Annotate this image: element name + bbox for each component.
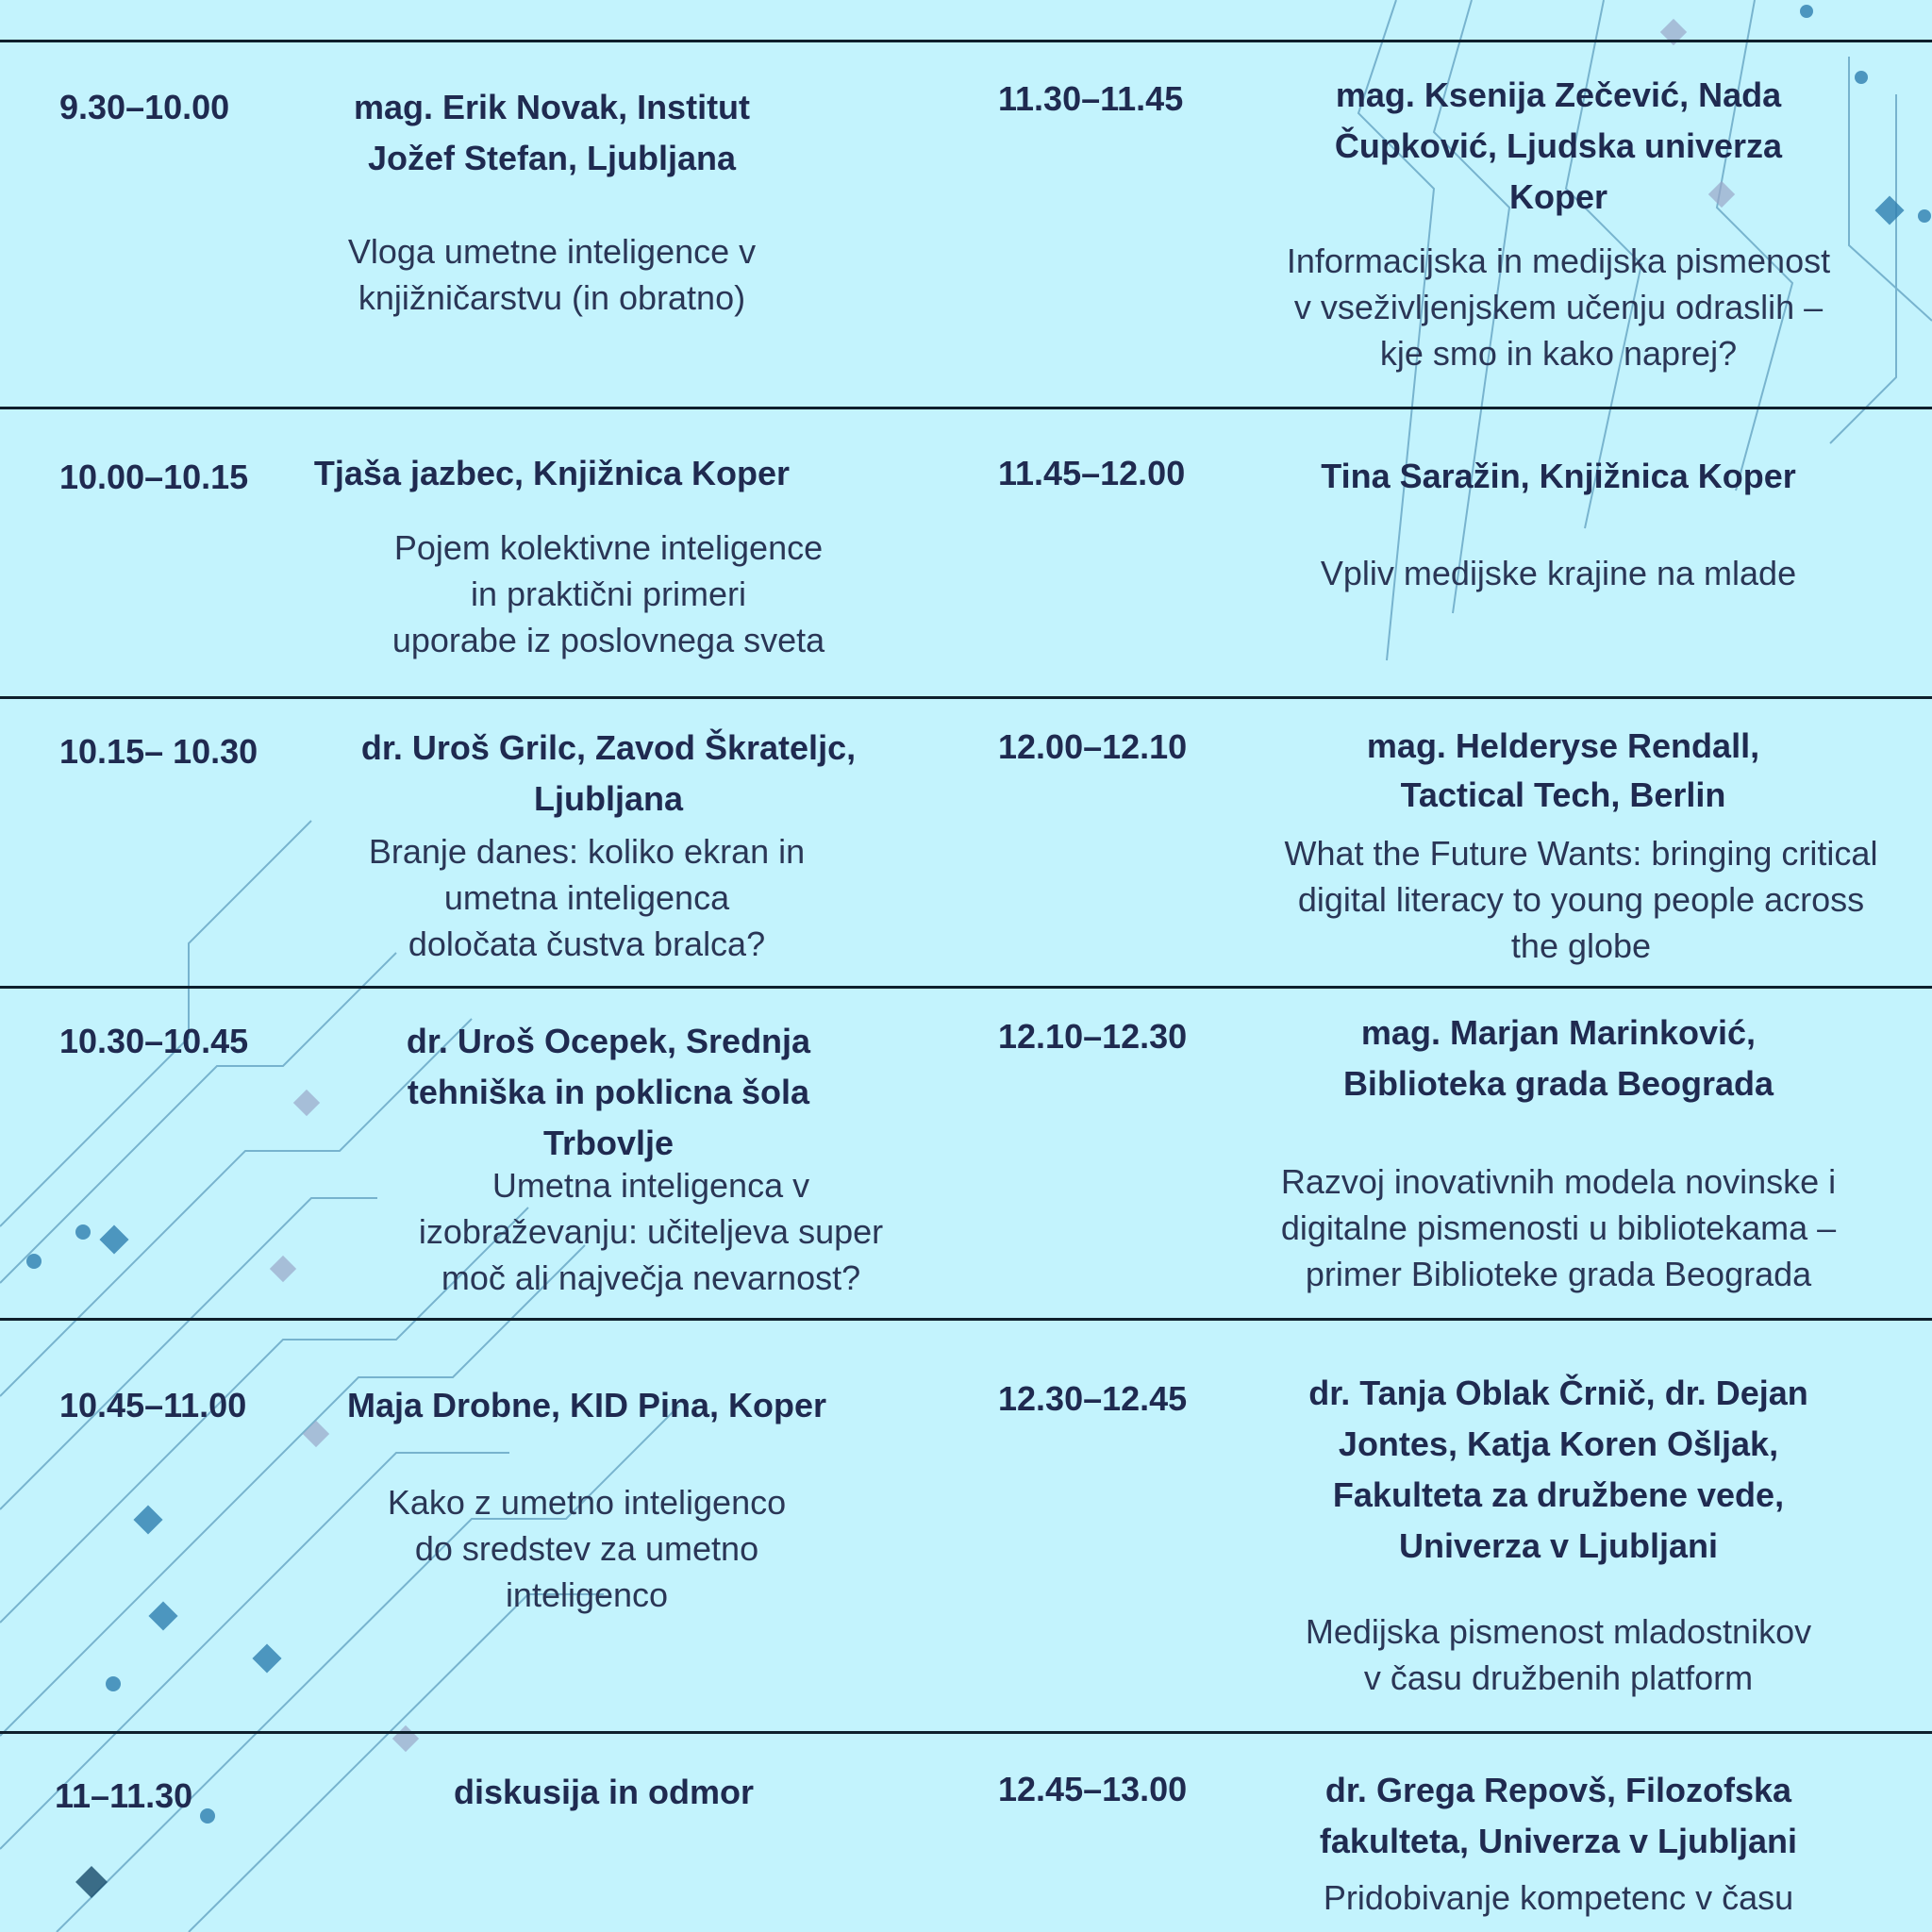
session-time: 11–11.30 [55,1776,193,1815]
session-time: 12.00–12.10 [998,727,1188,766]
talk-title: Pojem kolektivne inteligence in praktični… [391,528,825,659]
talk-title: Umetna inteligenca v izobraževanju: učite… [418,1166,884,1297]
talk-title: Vloga umetne inteligence v knjižničarstvu… [347,232,757,317]
divider [0,40,1932,42]
session-time: 9.30–10.00 [59,88,230,126]
session-time: 11.45–12.00 [998,454,1186,492]
session-time: 10.45–11.00 [59,1386,247,1424]
speaker: mag. Helderyse Rendall, Tactical Tech, Be… [1366,726,1760,814]
talk-title: Informacijska in medijska pismenost v vse… [1286,242,1831,373]
speaker: dr. Uroš Ocepek, Srednja tehniška in pokl… [406,1022,811,1162]
speaker: Maja Drobne, KID Pina, Koper [346,1386,827,1424]
talk-title: Kako z umetno inteligenco do sredstev za … [387,1483,787,1614]
speaker: Tjaša jazbec, Knjižnica Koper [313,454,791,492]
session-time: 12.30–12.45 [998,1379,1188,1418]
divider [0,986,1932,989]
talk-title: Pridobivanje kompetenc v času [1323,1878,1794,1917]
talk-title: Razvoj inovativnih modela novinske i digi… [1280,1162,1837,1293]
session-time: 12.45–13.00 [998,1770,1188,1808]
session-time: 10.30–10.45 [59,1022,249,1060]
divider [0,407,1932,409]
talk-title: Branje danes: koliko ekran in umetna inte… [368,832,806,963]
session-time: 10.15– 10.30 [59,732,258,771]
session-time: 10.00–10.15 [59,458,249,496]
talk-title: Vpliv medijske krajine na mlade [1320,554,1797,592]
divider [0,1731,1932,1734]
speaker: dr. Uroš Grilc, Zavod Škrateljc, Ljubljan… [360,728,857,818]
talk-title: Medijska pismenost mladostnikov v času dr… [1305,1612,1812,1697]
speaker: dr. Grega Repovš, Filozofska fakulteta, U… [1319,1771,1798,1860]
speaker: dr. Tanja Oblak Črnič, dr. Dejan Jontes, … [1308,1374,1808,1565]
divider [0,696,1932,699]
speaker: mag. Erik Novak, Institut Jožef Stefan, L… [353,88,751,177]
speaker: Tina Saražin, Knjižnica Koper [1321,457,1796,495]
divider [0,1318,1932,1321]
session-time: 12.10–12.30 [998,1017,1188,1056]
speaker: mag. Ksenija Zečević, Nada Čupković, Ljud… [1334,75,1783,216]
break-label: diskusija in odmor [453,1773,755,1811]
speaker: mag. Marjan Marinković, Biblioteka grada … [1342,1013,1774,1103]
session-time: 11.30–11.45 [998,79,1184,118]
talk-title: What the Future Wants: bringing critical… [1284,834,1878,965]
